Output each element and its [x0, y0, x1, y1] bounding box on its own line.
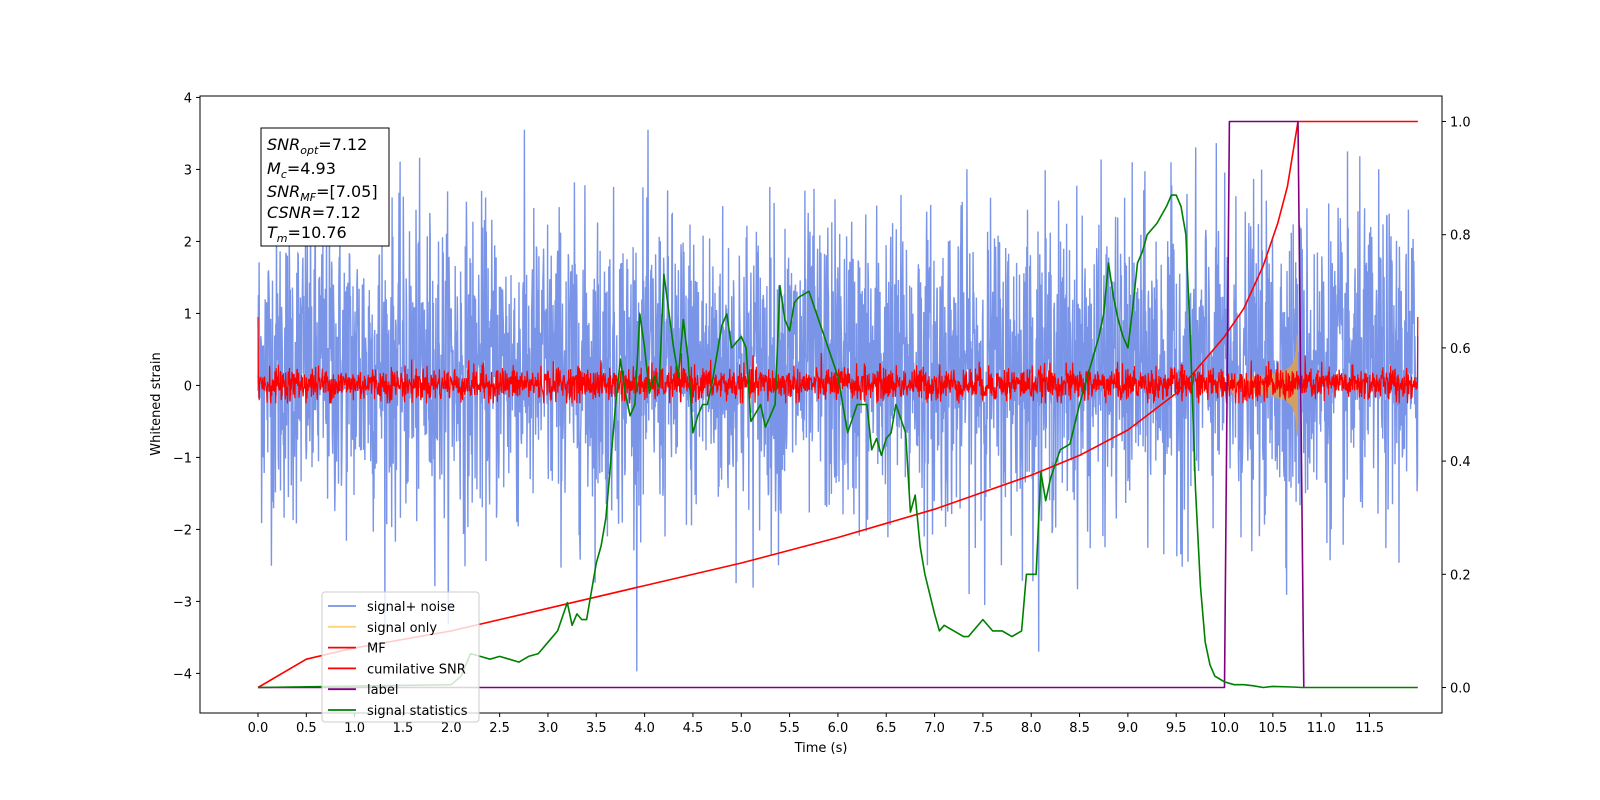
x-tick-label: 7.0	[924, 721, 945, 736]
x-tick-label: 10.0	[1210, 721, 1239, 736]
legend-label: signal statistics	[367, 704, 468, 719]
x-tick-label: 6.5	[876, 721, 897, 736]
y2-tick-label: 0.0	[1450, 682, 1471, 697]
legend-label: signal+ noise	[367, 600, 455, 615]
y-tick-label: 0	[184, 379, 192, 394]
y-tick-label: 4	[184, 91, 192, 106]
x-tick-label: 3.5	[586, 721, 607, 736]
info-snr-mf: SNRMF=[7.05]	[267, 182, 378, 204]
info-snr-opt: SNRopt=7.12	[267, 135, 367, 157]
axes-layer: 0.0 0.5 1.0 1.5 2.0 2.5 3.0 3.5 4.0 4.5 5.0 5.5 6.0 6…	[173, 91, 1471, 736]
info-snr-mf-value: =[7.05]	[316, 182, 378, 201]
x-tick-label: 2.0	[441, 721, 462, 736]
info-snr-mf-sub: MF	[300, 191, 316, 204]
y-tick-label: −3	[173, 595, 192, 610]
x-tick-label: 8.5	[1069, 721, 1090, 736]
x-tick-label: 4.0	[634, 721, 655, 736]
x-tick-label: 5.5	[779, 721, 800, 736]
x-tick-label: 6.0	[828, 721, 849, 736]
info-box-frame	[260, 127, 390, 247]
x-tick-label: 0.5	[296, 721, 317, 736]
legend-frame	[321, 591, 480, 723]
x-tick-label: 8.0	[1021, 721, 1042, 736]
y-tick-label: 2	[184, 235, 192, 250]
info-tm-main: T	[267, 223, 278, 242]
x-tick-label: 9.0	[1118, 721, 1139, 736]
y2-tick-label: 0.6	[1450, 342, 1471, 357]
series-cumulative-snr	[257, 120, 1418, 689]
y-tick-label: −4	[173, 667, 192, 682]
info-csnr-main: CSNR	[267, 203, 312, 222]
y2-tick-label: 0.2	[1450, 568, 1471, 583]
info-mc: Mc=4.93	[267, 159, 336, 181]
y-tick-label: 1	[184, 307, 192, 322]
y-tick-label: −1	[173, 451, 192, 466]
x-tick-label: 1.5	[393, 721, 414, 736]
legend-label: MF	[367, 642, 386, 657]
y2-tick-label: 1.0	[1450, 115, 1471, 130]
x-tick-label: 10.5	[1258, 721, 1287, 736]
x-axis-label: Time (s)	[794, 741, 848, 756]
series-signal-noise	[257, 129, 1419, 672]
x-tick-label: 4.5	[683, 721, 704, 736]
info-snr-mf-main: SNR	[267, 182, 300, 201]
y-tick-label: −2	[173, 523, 192, 538]
y-axis-label: Whitened strain	[149, 352, 164, 455]
x-tick-label: 7.5	[973, 721, 994, 736]
axes-frame	[199, 95, 1443, 714]
x-tick-label: 3.0	[538, 721, 559, 736]
x-tick-label: 0.0	[248, 721, 269, 736]
x-tick-label: 1.0	[344, 721, 365, 736]
x-tick-label: 11.0	[1307, 721, 1336, 736]
info-csnr: CSNR=7.12	[267, 203, 361, 222]
y2-tick-label: 0.4	[1450, 455, 1471, 470]
info-tm-sub: m	[277, 232, 288, 245]
info-snr-opt-sub: opt	[300, 144, 319, 157]
info-mc-sub: c	[281, 168, 287, 181]
x-tick-label: 9.5	[1166, 721, 1187, 736]
legend-label: signal only	[367, 621, 437, 636]
legend-label: label	[367, 683, 398, 698]
legend: signal+ noise signal only MF cumilative SNR…	[321, 591, 480, 723]
series-label	[258, 120, 1305, 689]
info-tm: Tm=10.76	[267, 223, 347, 245]
series-mf	[257, 316, 1419, 404]
info-snr-opt-value: =7.12	[318, 135, 367, 154]
x-tick-label: 11.5	[1355, 721, 1384, 736]
info-box: SNRopt=7.12 Mc=4.93 SNRMF=[7.05] CSNR=7.…	[260, 127, 390, 247]
info-csnr-value: =7.12	[312, 203, 361, 222]
info-mc-main: M	[267, 159, 281, 178]
x-tick-label: 2.5	[489, 721, 510, 736]
info-tm-value: =10.76	[288, 223, 347, 242]
plot-area	[257, 120, 1419, 689]
legend-label: cumilative SNR	[367, 662, 466, 677]
y-tick-label: 3	[184, 163, 192, 178]
info-snr-opt-main: SNR	[267, 135, 300, 154]
series-signal-statistics	[257, 194, 1418, 689]
y2-tick-label: 0.8	[1450, 229, 1471, 244]
info-mc-value: =4.93	[287, 159, 336, 178]
x-tick-label: 5.0	[731, 721, 752, 736]
